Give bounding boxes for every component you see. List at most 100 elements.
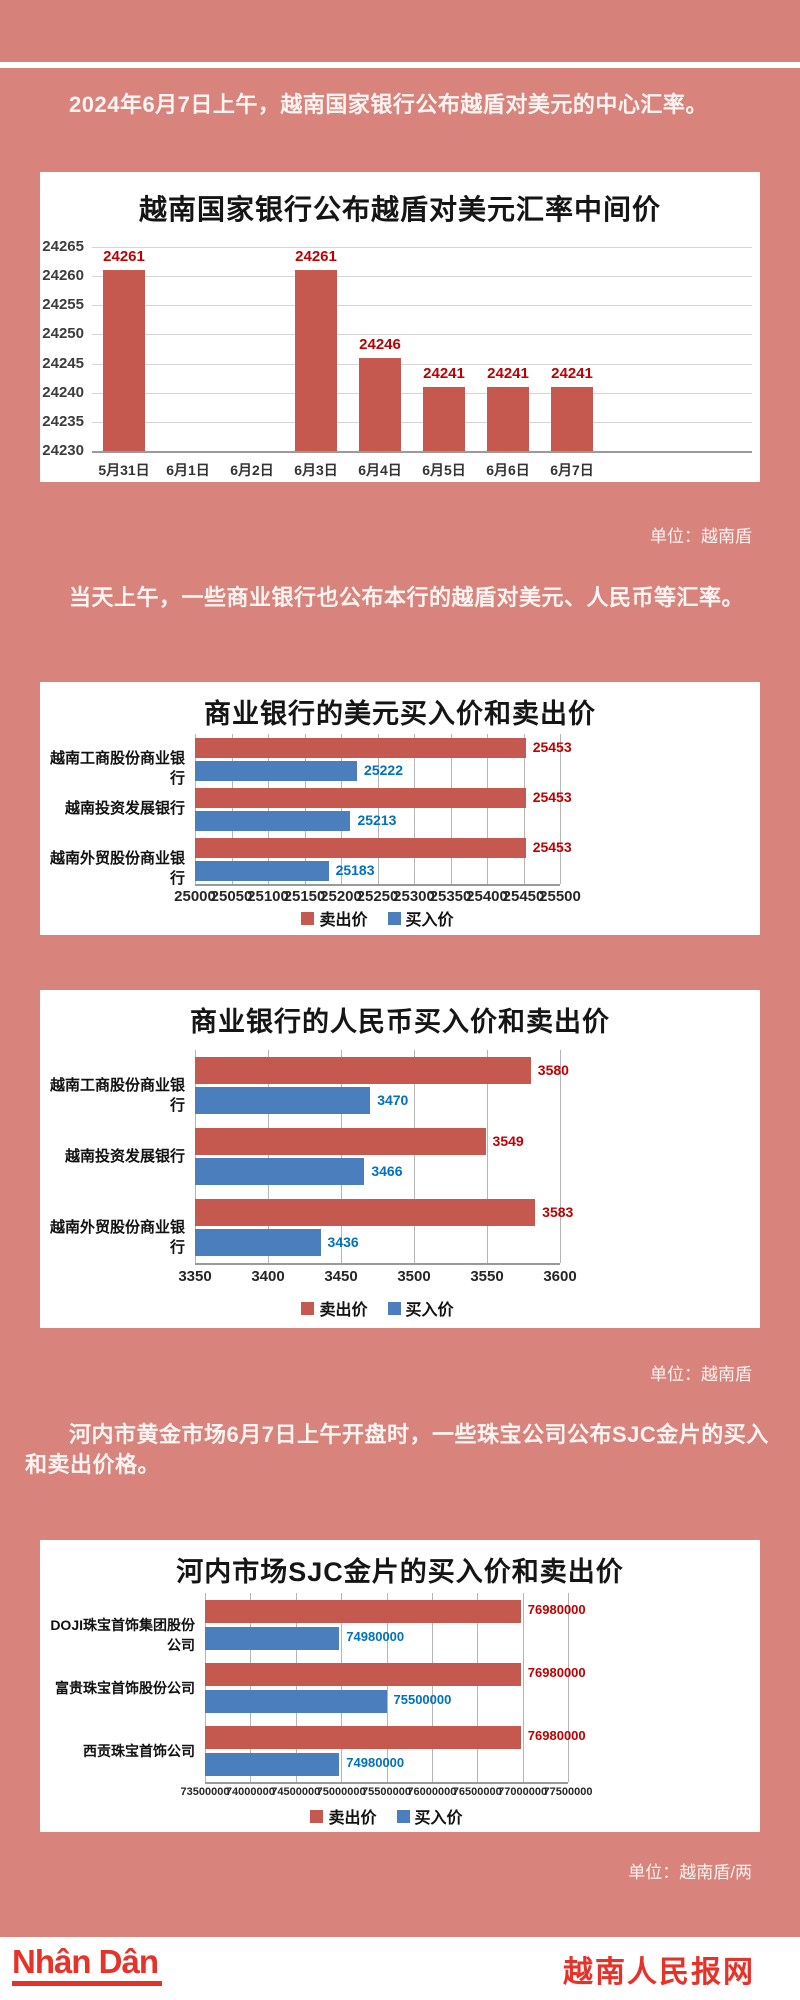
- y-tick-label: 24255: [42, 296, 84, 314]
- grid-line: [304, 734, 306, 884]
- x-tick-label: 75500000: [362, 1786, 411, 1798]
- legend: 卖出价 买入价: [195, 1296, 560, 1320]
- value-label: 74980000: [346, 1629, 405, 1644]
- chart-card-usd-rates: 商业银行的美元买入价和卖出价 25000 25050 25100 25150 25200…: [40, 682, 760, 935]
- y-tick-label: 24240: [42, 383, 84, 401]
- grid-line: [414, 734, 415, 884]
- x-tick-label: 25300: [393, 888, 435, 905]
- site-name: 越南人民报网: [563, 1956, 755, 1989]
- value-label: 25213: [357, 811, 397, 828]
- grid-line: [477, 1593, 479, 1782]
- x-tick-label: 25250: [356, 888, 399, 905]
- hbar-chart-plot-cny: 3350 3400 3450 3500 3550 3600 越南工商股份商业银行 3580 34…: [40, 990, 760, 1328]
- grid-line: [341, 734, 342, 884]
- grid-line: [568, 1593, 569, 1782]
- bar: [205, 1752, 340, 1776]
- chart-title-usd-rates: 商业银行的美元买入价和卖出价: [204, 699, 596, 729]
- grid-line: [92, 334, 752, 336]
- value-label: 24261: [295, 248, 337, 266]
- legend-swatch: [387, 1301, 401, 1315]
- bar: [487, 386, 529, 451]
- x-tick-label: 73500000: [180, 1786, 230, 1798]
- grid-line: [522, 1593, 524, 1782]
- value-label: 24261: [103, 248, 145, 266]
- x-tick-label: 6月4日: [358, 462, 402, 478]
- bar: [195, 737, 526, 758]
- hbar-chart-plot-gold: 73500000 74000000 74500000 75000000 75500000…: [40, 1540, 760, 1832]
- legend-swatch: [387, 911, 401, 925]
- x-tick-label: 6月3日: [294, 462, 338, 478]
- value-label: 76980000: [527, 1728, 586, 1743]
- x-tick-label: 3350: [178, 1268, 212, 1285]
- x-tick-label: 25000: [174, 888, 216, 905]
- x-tick-label: 25050: [210, 888, 253, 905]
- x-tick-label: 25200: [320, 888, 362, 905]
- category-label: 越南投资发展银行: [64, 1147, 185, 1165]
- legend-item: 买入价: [387, 1296, 454, 1320]
- y-tick-label: 24250: [42, 325, 84, 343]
- x-axis-line: [195, 884, 560, 886]
- bar: [195, 1128, 486, 1155]
- value-label: 25453: [532, 838, 572, 855]
- x-tick-label: 3450: [324, 1268, 358, 1285]
- value-label: 25453: [532, 738, 572, 755]
- unit-label-3: 单位：越南盾/两: [628, 1863, 752, 1882]
- x-tick-label: 3500: [397, 1268, 431, 1285]
- bar: [205, 1689, 387, 1713]
- grid-line: [250, 1593, 252, 1782]
- bar: [205, 1662, 521, 1686]
- legend-item: 卖出价: [301, 906, 368, 930]
- unit-label-2: 单位：越南盾: [650, 1365, 752, 1384]
- y-tick-label: 24230: [42, 442, 84, 459]
- bar: [195, 760, 358, 781]
- category-label: 越南投资发展银行: [64, 800, 185, 817]
- grid-line: [386, 1593, 388, 1782]
- chart-card-gold-prices: 河内市场SJC金片的买入价和卖出价 73500000 74000000 745000…: [40, 1540, 760, 1832]
- value-label: 25222: [364, 761, 403, 778]
- legend-swatch: [301, 911, 315, 925]
- grid-line: [341, 1050, 342, 1263]
- value-label: 3580: [537, 1061, 569, 1078]
- value-label: 3583: [542, 1203, 574, 1220]
- chart-card-cny-rates: 商业银行的人民币买入价和卖出价 3350 3400 3450 3500 3550 3600…: [40, 990, 760, 1328]
- category-label: 富贵珠宝首饰股份公司: [55, 1679, 195, 1696]
- category-label: 越南外贸股份商业银行: [49, 850, 185, 887]
- y-tick-label: 24235: [42, 412, 84, 430]
- x-tick-label: 76000000: [407, 1786, 457, 1798]
- legend-swatch: [310, 1809, 324, 1823]
- bar: [205, 1725, 521, 1749]
- value-label: 3470: [377, 1091, 409, 1108]
- x-tick-label: 25150: [283, 888, 326, 905]
- category-label: 越南工商股份商业银行: [49, 750, 185, 787]
- grid-line: [487, 1050, 488, 1263]
- grid-line: [92, 247, 752, 248]
- value-label: 24241: [551, 364, 593, 382]
- y-tick-label: 24260: [42, 267, 84, 285]
- grid-line: [195, 734, 196, 884]
- grid-line: [523, 734, 525, 884]
- bar: [195, 1229, 321, 1256]
- grid-line: [92, 363, 752, 365]
- bar: [195, 860, 329, 881]
- legend-label: 买入价: [405, 1302, 454, 1319]
- grid-line: [205, 1593, 206, 1782]
- category-label: 越南外贸股份商业银行: [49, 1218, 185, 1256]
- bar: [551, 386, 593, 451]
- value-label: 75500000: [393, 1692, 452, 1707]
- bar: [423, 386, 465, 451]
- grid-line: [377, 734, 379, 884]
- value-label: 3436: [327, 1233, 359, 1250]
- x-tick-label: 6月2日: [230, 462, 274, 478]
- legend-item: 卖出价: [301, 1296, 368, 1320]
- value-label: 25183: [335, 861, 375, 878]
- x-tick-label: 76500000: [452, 1786, 502, 1798]
- chart-title-central-rate: 越南国家银行公布越盾对美元汇率中间价: [138, 194, 661, 225]
- grid-line: [92, 276, 752, 278]
- column-chart-plot: 24230 24235 24240 24245 24250 24255 24260 24265…: [40, 172, 760, 482]
- grid-line: [341, 1593, 343, 1782]
- bar: [205, 1599, 521, 1623]
- hbar-chart-plot-usd: 25000 25050 25100 25150 25200 25250 25300 25350…: [40, 682, 760, 935]
- x-tick-label: 6月7日: [550, 462, 594, 478]
- x-tick-label: 6月1日: [166, 462, 210, 478]
